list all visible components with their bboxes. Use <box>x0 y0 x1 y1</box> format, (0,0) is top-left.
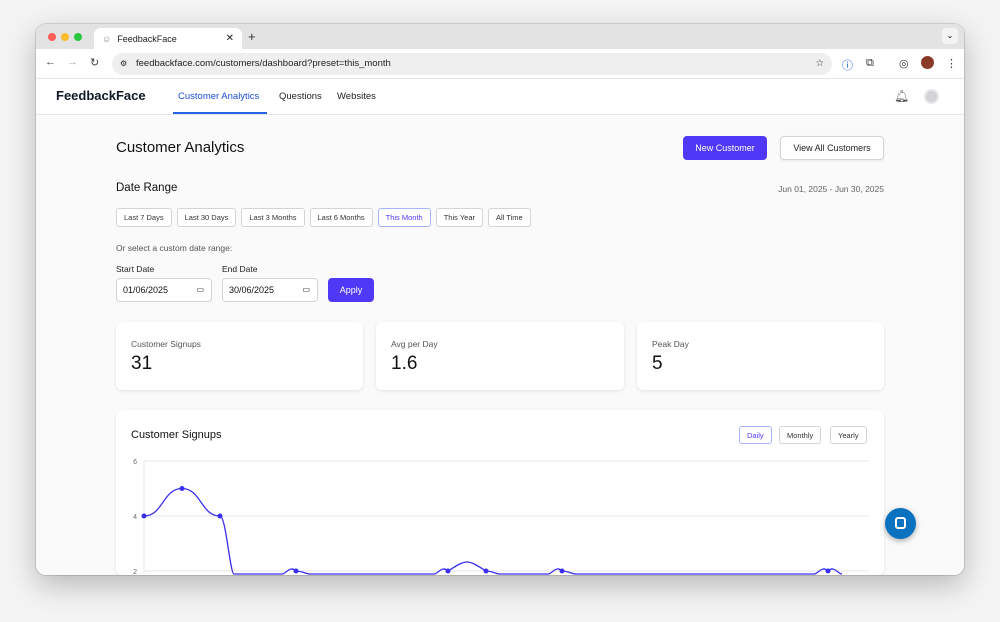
stat-value: 31 <box>131 353 153 374</box>
stat-label: Customer Signups <box>131 339 201 349</box>
data-point[interactable] <box>825 568 831 574</box>
tab-title: FeedbackFace <box>117 33 177 44</box>
signups-line <box>143 487 843 575</box>
extensions-icon[interactable]: ⧉ <box>866 57 874 69</box>
preset-last-30-days[interactable]: Last 30 Days <box>176 208 237 227</box>
browser-tab[interactable]: ☺ FeedbackFace ✕ <box>94 28 242 49</box>
reload-icon[interactable]: ↻ <box>90 57 100 69</box>
minimize-window-button[interactable] <box>61 33 69 41</box>
view-all-customers-button[interactable]: View All Customers <box>780 136 884 160</box>
start-date-label: Start Date <box>116 264 155 274</box>
chart-card: Customer Signups Daily Monthly Yearly 6 4… <box>116 410 884 575</box>
nav-questions[interactable]: Questions <box>279 91 322 102</box>
start-date-input[interactable]: 01/06/2025 ▭ <box>116 278 212 302</box>
star-icon[interactable]: ☆ <box>815 58 824 69</box>
date-range-summary: Jun 01, 2025 - Jun 30, 2025 <box>778 184 884 194</box>
end-date-label: End Date <box>222 264 258 274</box>
calendar-icon[interactable]: ▭ <box>196 285 204 294</box>
chat-widget-button[interactable] <box>885 508 916 539</box>
stat-card-avg: Avg per Day 1.6 <box>376 322 624 390</box>
stat-card-signups: Customer Signups 31 <box>116 322 363 390</box>
data-point[interactable] <box>559 568 565 574</box>
new-tab-icon[interactable]: + <box>248 29 256 44</box>
page-title: Customer Analytics <box>116 139 245 156</box>
logo[interactable]: FeedbackFace <box>56 88 146 103</box>
stat-value: 5 <box>652 353 663 374</box>
forward-icon[interactable]: → <box>67 56 78 68</box>
stat-value: 1.6 <box>391 353 418 374</box>
data-point[interactable] <box>179 486 185 491</box>
nav-customer-analytics[interactable]: Customer Analytics <box>178 91 260 102</box>
y-tick-label: 6 <box>133 459 137 466</box>
toggle-monthly[interactable]: Monthly <box>779 426 822 444</box>
calendar-icon[interactable]: ▭ <box>302 285 310 294</box>
y-tick-label: 4 <box>133 514 137 521</box>
stat-label: Avg per Day <box>391 339 438 349</box>
data-point[interactable] <box>445 568 451 574</box>
menu-icon[interactable]: ⋮ <box>946 58 957 70</box>
y-tick-label: 2 <box>133 569 137 575</box>
signups-line-chart: 6 4 2 <box>133 459 869 575</box>
data-point[interactable] <box>483 568 489 574</box>
preset-all-time[interactable]: All Time <box>488 208 531 227</box>
nav-websites[interactable]: Websites <box>337 91 376 102</box>
globe-icon: ☺ <box>102 33 112 44</box>
stat-card-peak: Peak Day 5 <box>637 322 884 390</box>
maximize-window-button[interactable] <box>74 33 82 41</box>
password-manager-icon[interactable]: ⓘ <box>842 60 853 72</box>
top-nav: FeedbackFace Customer Analytics Question… <box>36 79 964 115</box>
end-date-input[interactable]: 30/06/2025 ▭ <box>222 278 318 302</box>
preset-last-3-months[interactable]: Last 3 Months <box>241 208 305 227</box>
chevron-down-icon[interactable]: ⌄ <box>942 28 958 44</box>
toggle-daily[interactable]: Daily <box>739 426 772 444</box>
toggle-yearly[interactable]: Yearly <box>830 426 867 444</box>
preset-last-6-months[interactable]: Last 6 Months <box>309 208 373 227</box>
data-point[interactable] <box>217 513 223 519</box>
url-text: feedbackface.com/customers/dashboard?pre… <box>136 58 391 69</box>
user-avatar[interactable] <box>924 89 939 104</box>
preset-this-year[interactable]: This Year <box>435 208 483 227</box>
bell-icon[interactable]: 🔔︎ <box>894 89 910 103</box>
preset-buttons: Last 7 Days Last 30 Days Last 3 Months L… <box>116 208 531 227</box>
new-customer-button[interactable]: New Customer <box>683 136 767 160</box>
browser-window: ☺ FeedbackFace ✕ + ⌄ ← → ↻ ⚙ feedbackface.c… <box>36 24 964 575</box>
start-date-value: 01/06/2025 <box>123 285 169 295</box>
close-tab-icon[interactable]: ✕ <box>225 33 234 44</box>
chart-title: Customer Signups <box>131 429 222 441</box>
ai-assistant-icon[interactable]: ◎ <box>899 58 909 70</box>
site-settings-icon[interactable]: ⚙ <box>120 59 128 68</box>
chat-icon <box>895 517 906 529</box>
back-icon[interactable]: ← <box>45 56 56 68</box>
profile-avatar[interactable] <box>921 56 934 69</box>
close-window-button[interactable] <box>48 33 56 41</box>
stat-label: Peak Day <box>652 339 689 349</box>
custom-range-label: Or select a custom date range: <box>116 243 233 253</box>
address-bar-row: ← → ↻ ⚙ feedbackface.com/customers/dashbo… <box>36 49 964 79</box>
main-content: Customer Analytics New Customer View All… <box>36 115 964 575</box>
data-point[interactable] <box>293 568 299 574</box>
data-point[interactable] <box>141 513 147 519</box>
apply-button[interactable]: Apply <box>328 278 374 302</box>
preset-this-month[interactable]: This Month <box>377 208 431 227</box>
url-input[interactable]: ⚙ feedbackface.com/customers/dashboard?pr… <box>112 53 832 75</box>
active-tab-indicator <box>173 112 267 114</box>
preset-last-7-days[interactable]: Last 7 Days <box>116 208 172 227</box>
end-date-value: 30/06/2025 <box>229 285 275 295</box>
date-range-title: Date Range <box>116 182 178 194</box>
tab-bar: ☺ FeedbackFace ✕ + ⌄ <box>36 24 964 49</box>
